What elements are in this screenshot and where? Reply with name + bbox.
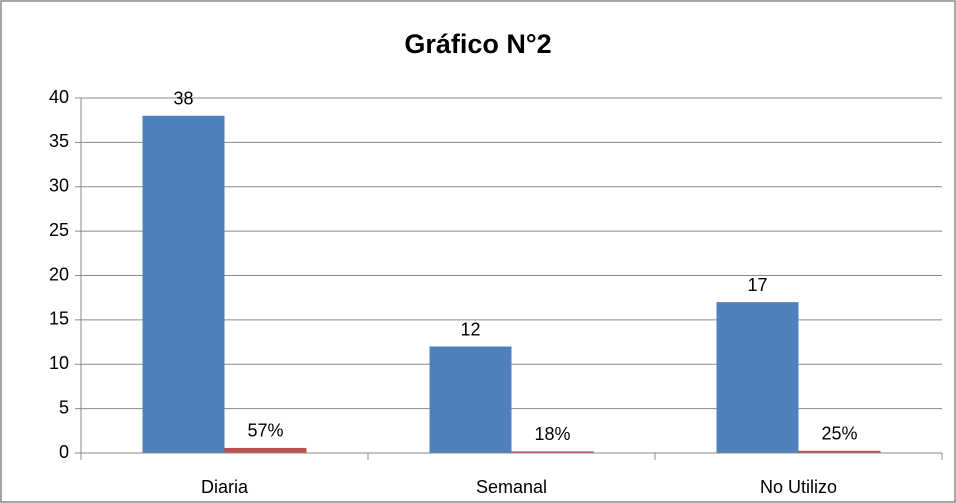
bar	[716, 302, 799, 453]
data-label: 17	[747, 275, 767, 295]
bar	[429, 346, 512, 453]
data-label: 38	[173, 89, 193, 109]
chart-title: Gráfico N°2	[404, 29, 551, 59]
bar	[511, 451, 594, 453]
bar	[224, 447, 307, 453]
bar	[142, 115, 225, 453]
x-tick-label: No Utilizo	[760, 477, 837, 497]
y-tick-label: 20	[49, 264, 69, 284]
y-tick-label: 10	[49, 353, 69, 373]
y-tick-label: 25	[49, 220, 69, 240]
y-tick-label: 30	[49, 176, 69, 196]
data-label: 12	[460, 319, 480, 339]
y-tick-label: 5	[59, 397, 69, 417]
y-tick-label: 40	[49, 87, 69, 107]
y-tick-label: 35	[49, 131, 69, 151]
data-label: 25%	[821, 424, 857, 444]
bar	[798, 450, 881, 453]
y-tick-label: 15	[49, 309, 69, 329]
data-label: 18%	[534, 424, 570, 444]
x-tick-label: Semanal	[476, 477, 547, 497]
x-tick-label: Diaria	[201, 477, 249, 497]
data-label: 57%	[247, 421, 283, 441]
y-tick-label: 0	[59, 442, 69, 462]
